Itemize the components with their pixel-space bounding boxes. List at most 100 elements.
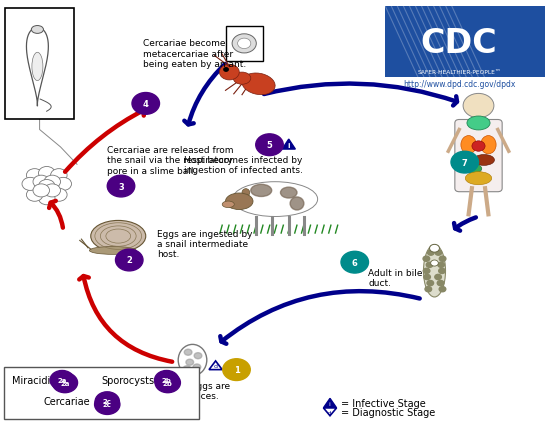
Text: 5: 5 [267,141,272,150]
Text: CDC: CDC [421,27,498,60]
Circle shape [132,93,160,115]
Polygon shape [282,140,295,150]
Circle shape [39,192,55,205]
Circle shape [431,260,438,266]
Circle shape [232,35,256,54]
Circle shape [183,366,191,372]
Circle shape [186,359,194,365]
Circle shape [219,65,239,81]
Circle shape [95,395,120,414]
Polygon shape [323,408,337,416]
Text: 2c: 2c [103,398,112,404]
Circle shape [194,353,202,359]
Ellipse shape [280,187,297,198]
Circle shape [451,152,478,174]
Text: = Diagnostic Stage: = Diagnostic Stage [341,408,435,417]
FancyBboxPatch shape [4,367,199,419]
Circle shape [193,364,201,370]
Circle shape [427,250,434,256]
FancyBboxPatch shape [226,27,263,62]
Text: Miracidia: Miracidia [12,375,56,385]
Ellipse shape [465,172,492,185]
Text: Cercariae: Cercariae [44,396,91,406]
Circle shape [435,275,442,280]
Text: d: d [328,410,332,415]
Circle shape [223,359,250,381]
FancyBboxPatch shape [455,120,502,192]
Text: i: i [288,143,290,149]
Ellipse shape [222,201,234,208]
Circle shape [52,373,78,393]
Circle shape [435,250,442,256]
Text: = Infective Stage: = Infective Stage [341,398,426,408]
Circle shape [33,184,50,197]
Circle shape [438,263,444,268]
Circle shape [50,371,74,390]
Circle shape [116,250,143,271]
Circle shape [472,141,485,152]
Circle shape [155,371,179,390]
Ellipse shape [32,53,43,82]
Ellipse shape [242,189,250,197]
Text: SAFER·HEALTHIER·PEOPLE™: SAFER·HEALTHIER·PEOPLE™ [417,70,501,75]
Circle shape [55,178,72,191]
Text: 2b: 2b [162,377,172,383]
Circle shape [224,69,228,72]
Text: Cercariae become
metacercariae after
being eaten by an ant.: Cercariae become metacercariae after bei… [143,39,246,69]
Text: 2b: 2b [163,380,173,386]
Circle shape [238,39,251,49]
Ellipse shape [242,74,275,95]
Circle shape [439,269,446,274]
Ellipse shape [424,245,446,297]
Ellipse shape [226,194,253,210]
Circle shape [155,373,180,393]
Text: 1: 1 [234,365,239,374]
Text: 2a: 2a [60,380,70,386]
Text: Eggs are ingested by
a snail intermediate
host.: Eggs are ingested by a snail intermediat… [157,229,252,259]
Ellipse shape [178,345,207,376]
Ellipse shape [233,73,251,85]
FancyBboxPatch shape [385,7,544,78]
Text: http://www.dpd.cdc.gov/dpdx: http://www.dpd.cdc.gov/dpdx [403,80,515,89]
Ellipse shape [481,136,496,155]
Text: 2a: 2a [57,377,67,383]
Circle shape [424,275,431,280]
Circle shape [430,245,439,253]
Circle shape [44,176,60,189]
Circle shape [26,169,43,182]
Circle shape [256,135,283,156]
Circle shape [463,94,494,118]
Circle shape [426,263,433,268]
Polygon shape [323,398,337,408]
Circle shape [425,287,432,292]
Circle shape [44,184,60,197]
Text: 4: 4 [143,100,148,108]
Circle shape [22,178,38,191]
Circle shape [51,169,67,182]
Ellipse shape [461,136,476,155]
Text: 2: 2 [126,256,132,265]
Text: 7: 7 [462,158,468,167]
Circle shape [107,176,135,197]
Circle shape [95,392,119,411]
FancyBboxPatch shape [6,9,74,119]
Circle shape [51,189,67,202]
Circle shape [341,252,368,273]
Ellipse shape [91,221,146,252]
Ellipse shape [290,197,304,210]
Text: 6: 6 [352,258,358,267]
Ellipse shape [89,247,136,255]
Circle shape [184,349,192,355]
Ellipse shape [31,26,43,34]
Polygon shape [209,361,222,370]
Text: Embryonated eggs are
shed in the feces.: Embryonated eggs are shed in the feces. [127,381,230,400]
Circle shape [427,281,433,286]
Circle shape [423,256,430,262]
Ellipse shape [467,117,490,131]
Circle shape [437,281,444,286]
Ellipse shape [474,155,494,166]
Circle shape [424,269,430,274]
Circle shape [439,287,446,292]
Circle shape [439,256,446,262]
Circle shape [39,167,55,180]
